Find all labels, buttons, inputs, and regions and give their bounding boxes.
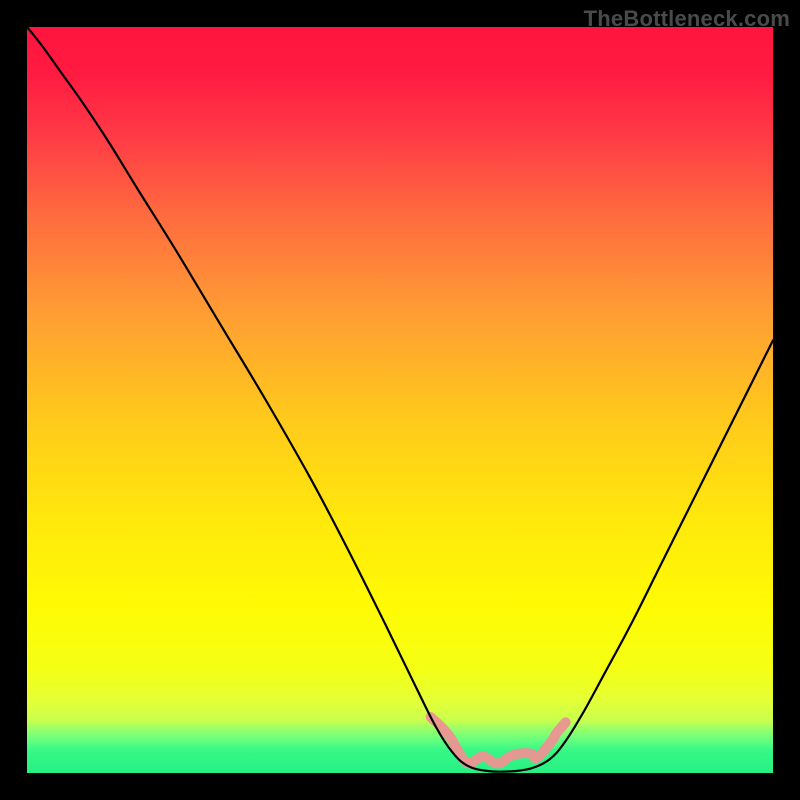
chart-root: TheBottleneck.com — [0, 0, 800, 800]
plot-area — [27, 27, 773, 773]
gradient-background — [27, 27, 773, 773]
watermark-text: TheBottleneck.com — [584, 6, 790, 32]
chart-svg — [27, 27, 773, 773]
